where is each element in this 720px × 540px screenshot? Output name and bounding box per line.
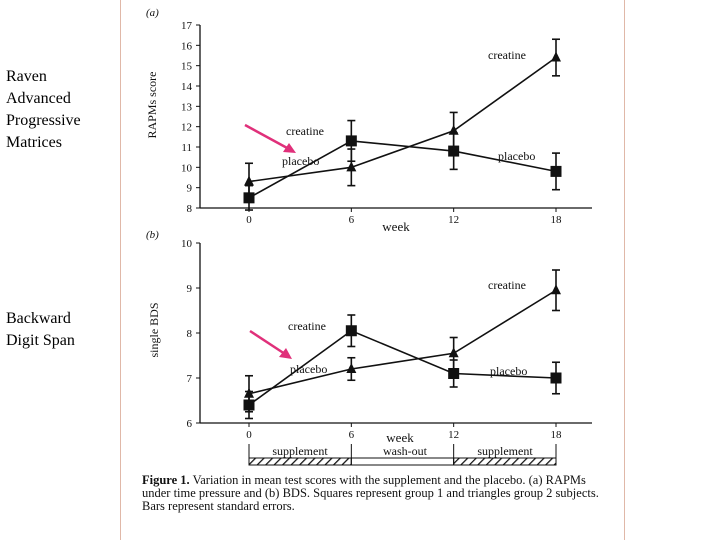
x-tick-label-b: 0 [246, 429, 252, 441]
data-point-triangle-a [346, 161, 357, 172]
y-tick-label-a: 12 [181, 122, 192, 134]
y-tick-label-a: 8 [187, 203, 193, 215]
annotation-a-creatine-week6: creatine [286, 124, 324, 138]
y-axis-title-a: RAPMs score [145, 71, 159, 138]
data-point-square-b [448, 368, 460, 379]
figure-panel [120, 0, 625, 540]
x-tick-label-b: 12 [448, 429, 459, 441]
x-axis-title-a: week [382, 219, 410, 234]
series-line-a-triangle [248, 56, 557, 183]
y-tick-label-a: 15 [181, 61, 193, 73]
series-line-b-triangle [248, 289, 557, 395]
annotation-b-placebo-week18: placebo [490, 364, 527, 378]
y-tick-label-b: 8 [187, 328, 193, 340]
y-tick-label-b: 7 [187, 373, 193, 385]
arrow-b [249, 329, 292, 359]
annotation-b-placebo-week6: placebo [290, 362, 327, 376]
y-tick-label-a: 14 [181, 81, 193, 93]
data-point-square-a [345, 135, 357, 147]
panel-label-b: (b) [146, 229, 159, 241]
annotation-a-creatine-week18: creatine [488, 48, 526, 62]
phase-label-supplement-1: supplement [272, 444, 328, 458]
annotation-a-placebo-week18: placebo [498, 149, 535, 163]
series-line-b-square [248, 329, 557, 406]
x-tick-label-b: 6 [349, 429, 355, 441]
annotation-b-creatine-week6: creatine [288, 319, 326, 333]
arrow-a [244, 123, 296, 153]
y-tick-label-a: 10 [181, 162, 193, 174]
data-point-triangle-a [551, 51, 561, 62]
x-tick-label-a: 18 [551, 214, 563, 226]
caption-title: Figure 1. [142, 473, 190, 487]
backward-digit-span-label: Backward Digit Span [6, 310, 75, 349]
data-point-triangle-b [346, 363, 357, 373]
phase-bar-supplement-2 [453, 457, 557, 466]
data-point-triangle-b [551, 284, 561, 295]
y-tick-label-a: 13 [181, 101, 193, 113]
x-tick-label-a: 0 [246, 214, 252, 226]
data-point-square-a [550, 165, 562, 177]
x-tick-label-a: 12 [448, 214, 459, 226]
y-tick-label-a: 16 [181, 40, 193, 52]
phase-label-supplement-2: supplement [477, 444, 533, 458]
data-point-triangle-b [244, 387, 254, 398]
data-point-triangle-a [244, 175, 254, 186]
y-tick-label-a: 9 [187, 183, 193, 195]
y-axis-title-b: single BDS [147, 302, 161, 357]
y-tick-label-b: 9 [187, 283, 193, 295]
x-tick-label-a: 6 [349, 214, 355, 226]
data-point-square-b [345, 325, 357, 337]
series-line-a-square [248, 140, 557, 199]
x-axis-title-b: week [386, 430, 414, 445]
y-tick-label-a: 17 [181, 20, 193, 32]
y-tick-label-b: 6 [187, 418, 193, 430]
data-point-triangle-b [448, 347, 459, 358]
phase-bar-supplement-1 [248, 457, 352, 466]
panel-label-a: (a) [146, 7, 159, 19]
y-tick-label-b: 10 [181, 238, 193, 250]
phase-label-wash-out: wash-out [383, 444, 428, 458]
data-point-square-a [448, 145, 460, 157]
annotation-b-creatine-week18: creatine [488, 278, 526, 292]
y-tick-label-a: 11 [181, 142, 192, 154]
raven-apm-label: Raven Advanced Progressive Matrices [6, 68, 81, 151]
figure-caption: Figure 1. Variation in mean test scores … [142, 474, 612, 513]
data-point-square-b [550, 372, 562, 384]
caption-text: Variation in mean test scores with the s… [142, 473, 599, 513]
data-point-triangle-a [448, 124, 459, 135]
x-tick-label-b: 18 [551, 429, 563, 441]
phase-bar-wash-out [350, 457, 455, 466]
